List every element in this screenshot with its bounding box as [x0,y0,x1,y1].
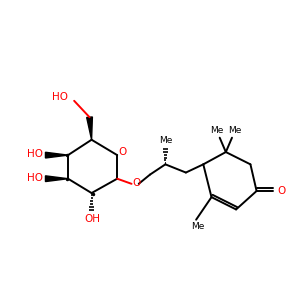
Polygon shape [46,152,68,158]
Text: HO: HO [52,92,68,102]
Polygon shape [87,117,92,140]
Text: O: O [133,178,141,188]
Text: Me: Me [228,126,242,135]
Text: OH: OH [85,214,101,224]
Text: O: O [277,186,285,196]
Text: HO: HO [27,173,44,183]
Text: Me: Me [210,126,223,135]
Text: Me: Me [191,222,204,231]
Polygon shape [46,176,68,182]
Text: Me: Me [159,136,172,145]
Text: O: O [118,147,127,157]
Text: HO: HO [27,149,44,159]
